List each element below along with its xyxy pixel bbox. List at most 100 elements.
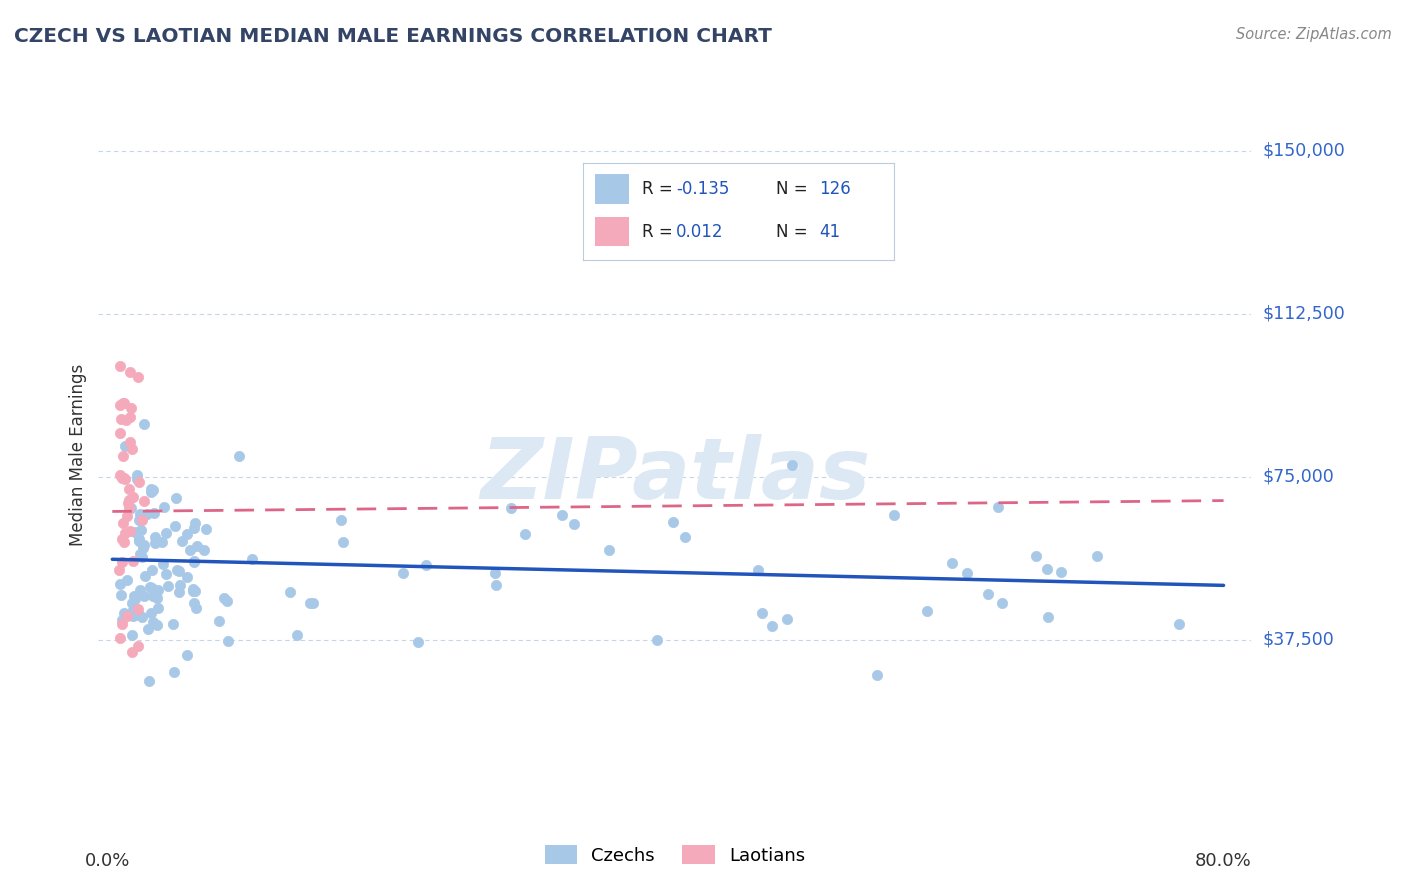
Point	[139, 606, 162, 620]
Text: N =: N =	[776, 180, 813, 198]
Point	[118, 435, 141, 450]
Point	[125, 468, 148, 483]
Point	[139, 485, 162, 500]
Point	[121, 645, 143, 659]
Point	[155, 525, 177, 540]
Text: ZIPatlas: ZIPatlas	[479, 434, 870, 517]
Point	[484, 566, 506, 580]
Point	[136, 622, 159, 636]
Point	[136, 507, 159, 521]
Point	[184, 516, 207, 531]
Point	[138, 580, 160, 594]
Point	[1168, 617, 1191, 632]
Point	[167, 585, 190, 599]
Point	[108, 359, 131, 373]
Point	[125, 471, 148, 485]
Point	[176, 569, 198, 583]
Point	[1085, 549, 1108, 563]
Point	[118, 365, 141, 379]
Point	[115, 509, 138, 524]
Point	[150, 535, 173, 549]
Point	[127, 639, 149, 653]
Point	[761, 619, 783, 633]
Point	[977, 587, 1000, 601]
Point	[501, 501, 523, 516]
Point	[217, 634, 239, 648]
Point	[551, 508, 574, 523]
Point	[121, 490, 143, 504]
Point	[165, 491, 187, 506]
Point	[776, 612, 799, 626]
Text: R =: R =	[641, 223, 678, 241]
Point	[146, 618, 169, 632]
Point	[915, 604, 938, 618]
Point	[110, 398, 132, 412]
Text: 126: 126	[820, 180, 851, 198]
Point	[141, 563, 163, 577]
Point	[110, 412, 132, 426]
Point	[142, 589, 165, 603]
Point	[302, 596, 325, 610]
Point	[166, 563, 188, 577]
Point	[212, 591, 235, 605]
Text: $112,500: $112,500	[1263, 304, 1346, 323]
Point	[183, 596, 205, 610]
Point	[122, 590, 145, 604]
Bar	[595, 175, 630, 203]
Point	[127, 369, 149, 384]
Point	[415, 558, 437, 572]
Point	[183, 553, 205, 567]
Point	[131, 610, 153, 624]
Point	[134, 589, 156, 603]
Point	[111, 471, 134, 485]
Point	[118, 500, 141, 515]
Bar	[595, 218, 630, 246]
Point	[153, 500, 176, 514]
Point	[127, 601, 149, 615]
Point	[184, 600, 207, 615]
Point	[132, 494, 155, 508]
Point	[181, 583, 204, 598]
Point	[332, 534, 354, 549]
Point	[112, 396, 135, 410]
Point	[112, 516, 135, 531]
Point	[662, 516, 685, 530]
Point	[866, 667, 889, 681]
Point	[115, 573, 138, 587]
Point	[128, 583, 150, 598]
Point	[299, 596, 322, 610]
Point	[129, 548, 152, 562]
Point	[146, 591, 169, 605]
Point	[751, 607, 773, 621]
Point	[114, 439, 136, 453]
Point	[118, 524, 141, 538]
Point	[513, 527, 536, 541]
Point	[170, 534, 193, 549]
Point	[108, 425, 131, 440]
Point	[181, 582, 204, 596]
Point	[169, 578, 191, 592]
Text: 0.012: 0.012	[676, 223, 724, 241]
Point	[114, 472, 136, 486]
Point	[115, 413, 138, 427]
Point	[176, 648, 198, 663]
Point	[132, 541, 155, 555]
Point	[124, 524, 146, 539]
Point	[110, 588, 132, 602]
Point	[117, 496, 139, 510]
Point	[217, 594, 239, 608]
Point	[1036, 610, 1059, 624]
Point	[145, 535, 167, 549]
Point	[941, 556, 963, 570]
Point	[183, 555, 205, 569]
Text: $37,500: $37,500	[1263, 631, 1334, 648]
Text: 80.0%: 80.0%	[1195, 852, 1251, 870]
Point	[121, 401, 143, 415]
Point	[118, 493, 141, 508]
Point	[128, 475, 150, 490]
Point	[228, 450, 250, 464]
Point	[121, 596, 143, 610]
Point	[186, 539, 208, 553]
Point	[134, 568, 156, 582]
Point	[112, 606, 135, 620]
